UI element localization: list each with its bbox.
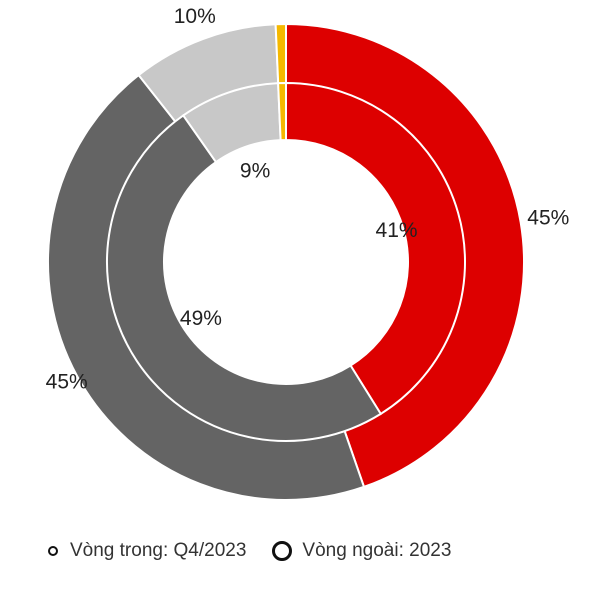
legend-marker-outer-icon	[272, 541, 293, 561]
outer-ring-label-0: 45%	[527, 206, 569, 229]
inner-ring-slice-3	[277, 81, 287, 142]
inner-ring-slice-1	[106, 114, 383, 443]
inner-ring-label-1: 49%	[180, 307, 222, 330]
legend-label-outer: Vòng ngoài: 2023	[302, 540, 452, 561]
legend-label-inner: Vòng trong: Q4/2023	[70, 540, 247, 561]
inner-ring-label-0: 41%	[376, 219, 418, 242]
legend: Vòng trong: Q4/2023 Vòng ngoài: 2023	[48, 540, 477, 562]
outer-ring-label-1: 45%	[46, 371, 88, 394]
inner-ring-slice-0	[285, 81, 466, 416]
inner-ring-label-2: 9%	[240, 160, 270, 183]
legend-item-inner: Vòng trong: Q4/2023	[48, 540, 246, 562]
legend-item-outer: Vòng ngoài: 2023	[272, 540, 451, 562]
outer-ring-label-2: 10%	[174, 5, 216, 28]
legend-marker-inner-icon	[48, 546, 58, 556]
